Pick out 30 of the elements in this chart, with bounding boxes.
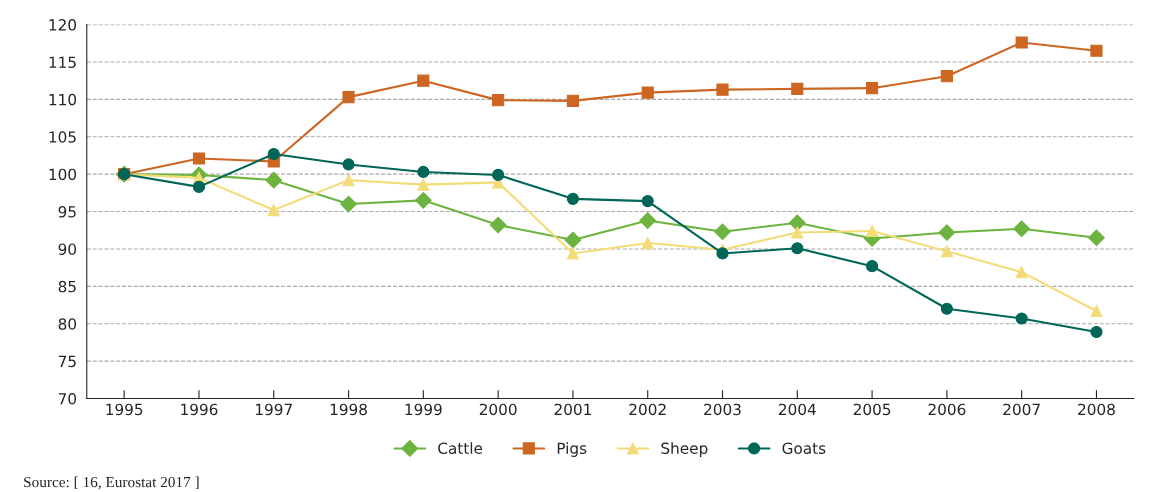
legend-label: Goats (782, 442, 826, 455)
x-tick-label: 1996 (181, 403, 218, 416)
x-tick-label: 2000 (479, 403, 517, 416)
y-tick-label: 85 (58, 280, 76, 293)
y-tick-label: 100 (49, 168, 77, 181)
legend-label: Sheep (661, 442, 708, 457)
x-tick-label: 2002 (629, 403, 666, 416)
x-tick-label: 2007 (1003, 403, 1040, 416)
y-tick-label: 105 (49, 131, 76, 143)
y-tick-label: 95 (58, 206, 76, 218)
x-tick-label: 2003 (704, 403, 741, 416)
x-tick-label: 1997 (255, 403, 292, 416)
source-note: Source: [ 16, Eurostat 2017 ] (24, 476, 199, 490)
x-tick-label: 2001 (554, 403, 591, 416)
legend-label: Pigs (557, 442, 587, 457)
x-tick-label: 1998 (330, 403, 367, 416)
x-tick-label: 2006 (928, 403, 966, 416)
y-tick-label: 110 (49, 93, 77, 106)
y-tick-label: 120 (49, 19, 77, 31)
x-tick-label: 2005 (853, 403, 891, 416)
y-tick-label: 70 (58, 392, 77, 405)
y-tick-label: 90 (58, 243, 77, 255)
x-tick-label: 1999 (405, 403, 442, 416)
y-tick-label: 80 (58, 318, 77, 330)
y-tick-label: 75 (58, 355, 76, 368)
x-tick-label: 1995 (106, 403, 143, 416)
x-tick-label: 2008 (1078, 403, 1115, 416)
y-tick-label: 115 (49, 56, 76, 69)
x-tick-label: 2004 (778, 403, 816, 416)
legend-label: Cattle (438, 442, 483, 455)
